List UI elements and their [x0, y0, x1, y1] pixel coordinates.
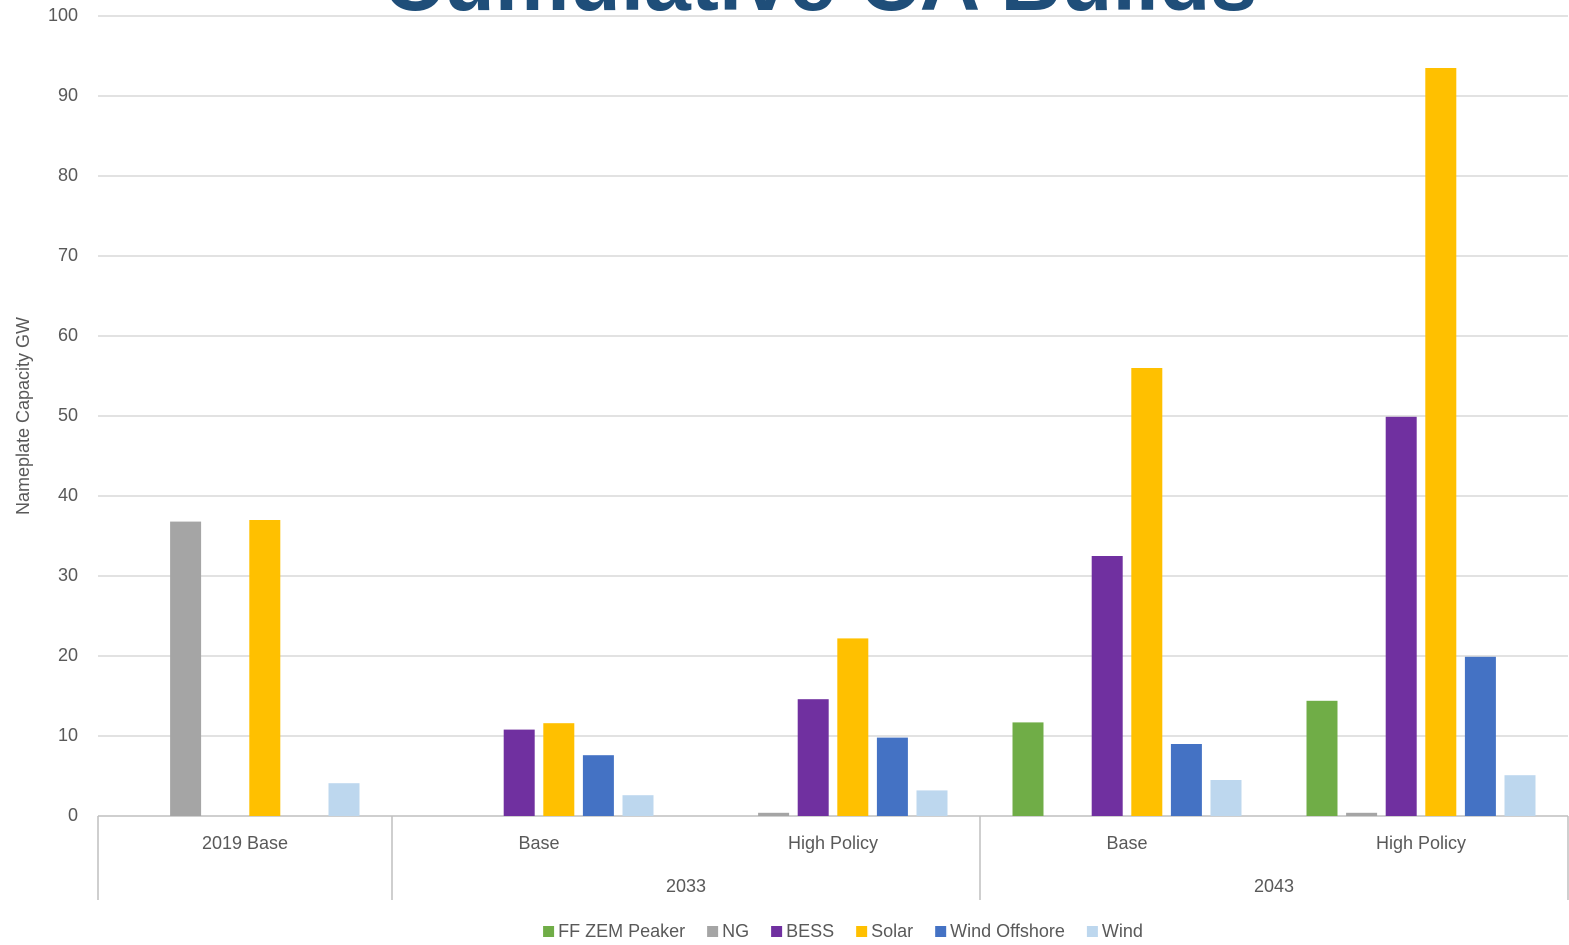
group-label: 2033: [666, 876, 706, 896]
group-label: 2043: [1254, 876, 1294, 896]
bar: [876, 737, 908, 816]
y-axis-label: Nameplate Capacity GW: [13, 317, 33, 515]
legend-swatch: [856, 926, 868, 937]
bar: [797, 699, 829, 816]
bar: [622, 795, 654, 816]
bar: [1012, 722, 1044, 816]
bar: [328, 783, 360, 816]
bar: [249, 520, 281, 816]
bar: [1385, 416, 1417, 816]
y-tick-label: 100: [48, 5, 78, 25]
bar: [1306, 700, 1338, 816]
bar: [1425, 68, 1457, 816]
x-tick-label: 2019 Base: [202, 833, 288, 853]
bar: [543, 723, 575, 816]
bar: [1131, 368, 1163, 816]
legend-label: Wind Offshore: [950, 921, 1065, 941]
legend-swatch: [1086, 926, 1098, 937]
legend-label: FF ZEM Peaker: [558, 921, 685, 941]
y-tick-label: 70: [58, 245, 78, 265]
y-tick-label: 20: [58, 645, 78, 665]
legend-swatch: [771, 926, 783, 937]
legend-label: NG: [722, 921, 749, 941]
bar: [582, 755, 614, 816]
y-tick-label: 80: [58, 165, 78, 185]
bar: [1210, 780, 1242, 816]
x-tick-label: High Policy: [1376, 833, 1466, 853]
y-tick-label: 90: [58, 85, 78, 105]
legend-label: Wind: [1102, 921, 1143, 941]
bar: [503, 729, 535, 816]
y-tick-label: 10: [58, 725, 78, 745]
bar: [1504, 775, 1536, 816]
y-tick-label: 30: [58, 565, 78, 585]
y-tick-label: 40: [58, 485, 78, 505]
bar: [1346, 812, 1378, 816]
legend-swatch: [543, 926, 555, 937]
bar: [170, 521, 202, 816]
bar: [916, 790, 948, 816]
chart-title: Cumulative CA Builds: [383, 0, 1257, 28]
legend-label: BESS: [786, 921, 834, 941]
bar: [758, 812, 790, 816]
x-tick-label: High Policy: [788, 833, 878, 853]
x-tick-label: Base: [518, 833, 559, 853]
legend-swatch: [707, 926, 719, 937]
legend-swatch: [935, 926, 947, 937]
y-tick-label: 0: [68, 805, 78, 825]
legend-label: Solar: [871, 921, 913, 941]
x-tick-label: Base: [1106, 833, 1147, 853]
bar: [837, 638, 869, 816]
y-tick-label: 50: [58, 405, 78, 425]
bar: [1170, 744, 1202, 816]
bar: [1091, 556, 1123, 816]
y-tick-label: 60: [58, 325, 78, 345]
bar: [1464, 656, 1496, 816]
